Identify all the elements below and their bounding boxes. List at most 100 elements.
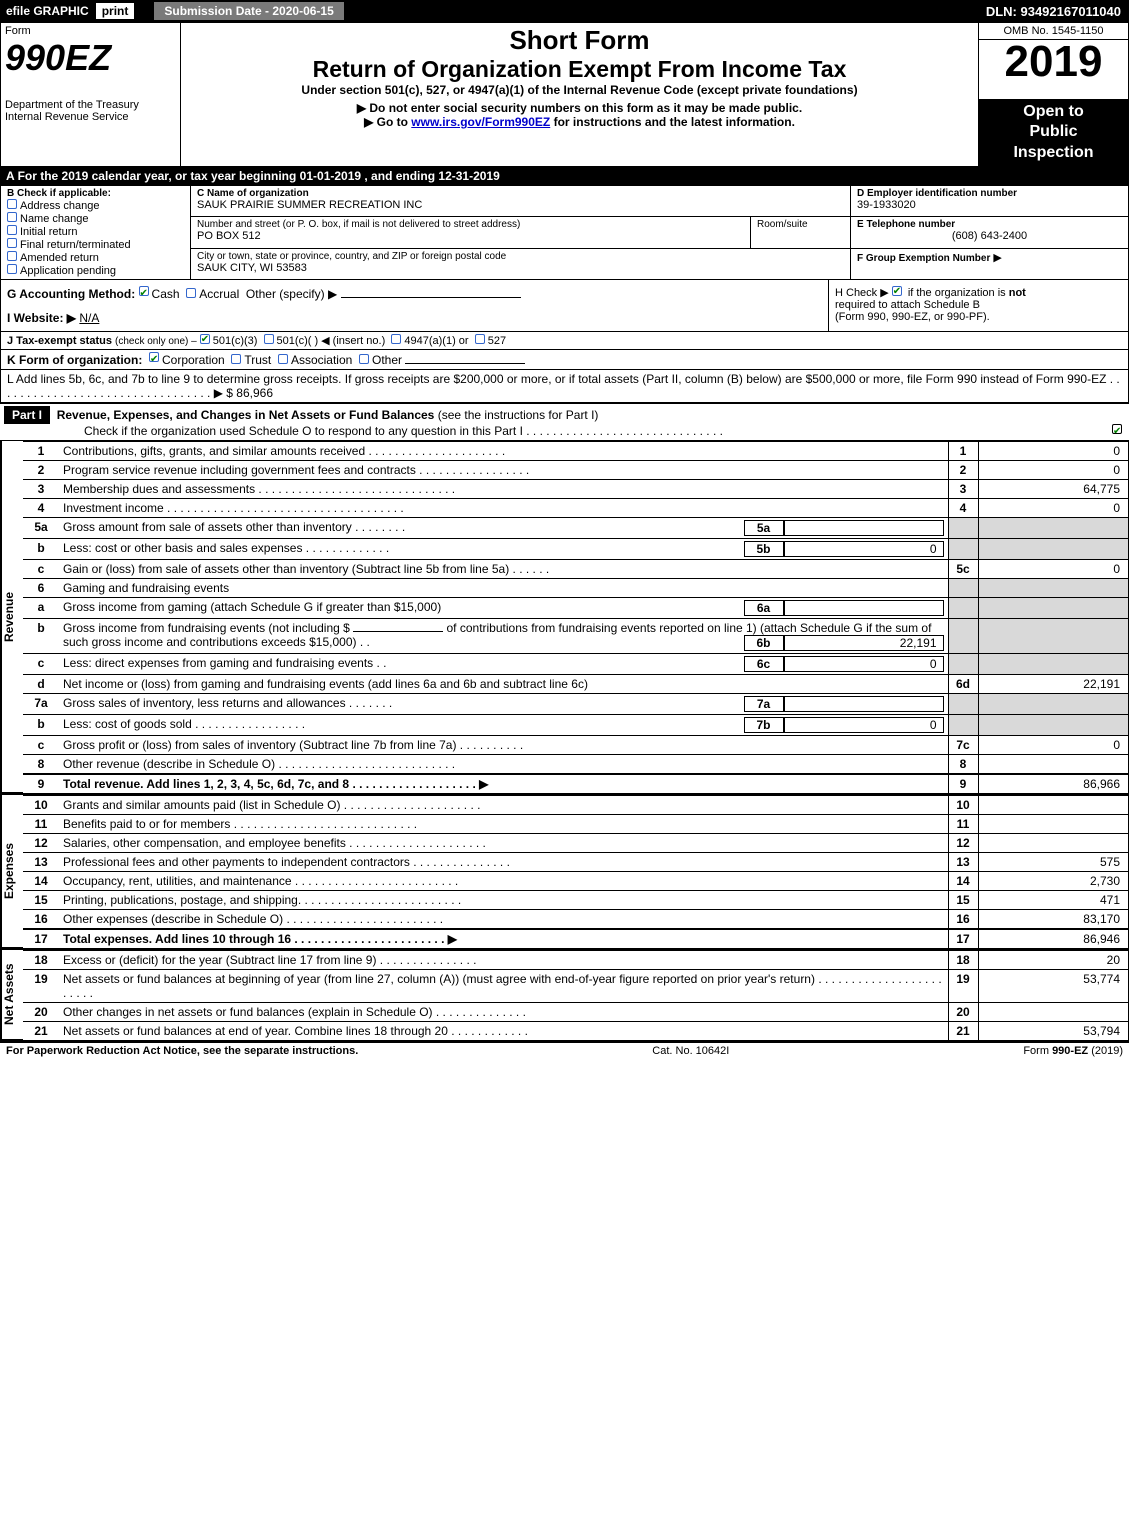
cb-501c[interactable]	[264, 334, 274, 344]
line-6d: dNet income or (loss) from gaming and fu…	[23, 674, 1128, 693]
netassets-section: Net Assets 18Excess or (deficit) for the…	[0, 948, 1129, 1041]
city-label: City or town, state or province, country…	[197, 251, 844, 262]
expenses-vlabel: Expenses	[1, 795, 23, 948]
footer-left: For Paperwork Reduction Act Notice, see …	[6, 1045, 358, 1057]
room-label: Room/suite	[757, 219, 844, 230]
form-number: 990EZ	[5, 37, 176, 79]
line-1: 1Contributions, gifts, grants, and simil…	[23, 441, 1128, 460]
line-7b: b Less: cost of goods sold . . . . . . .…	[23, 714, 1128, 735]
line-18: 18Excess or (deficit) for the year (Subt…	[23, 950, 1128, 969]
title-short-form: Short Form	[185, 25, 974, 56]
title-return: Return of Organization Exempt From Incom…	[185, 56, 974, 83]
phone-value: (608) 643-2400	[857, 230, 1122, 242]
box-b-title: B Check if applicable:	[7, 188, 184, 199]
line-6c: c Less: direct expenses from gaming and …	[23, 653, 1128, 674]
dept-treasury: Department of the Treasury	[5, 99, 176, 111]
cb-accrual[interactable]	[186, 288, 196, 298]
part1-header: Part I Revenue, Expenses, and Changes in…	[0, 403, 1129, 441]
line-5a: 5a Gross amount from sale of assets othe…	[23, 517, 1128, 538]
box-f-arrow: ▶	[993, 252, 1001, 264]
cb-501c3[interactable]	[200, 334, 210, 344]
cb-4947[interactable]	[391, 334, 401, 344]
dln-label: DLN: 93492167011040	[978, 4, 1129, 19]
line-6a: a Gross income from gaming (attach Sched…	[23, 597, 1128, 618]
line-15: 15Printing, publications, postage, and s…	[23, 890, 1128, 909]
cb-h[interactable]	[892, 286, 902, 296]
line-21: 21Net assets or fund balances at end of …	[23, 1021, 1128, 1040]
box-e-label: E Telephone number	[857, 219, 1122, 230]
l-amount: $ 86,966	[226, 386, 273, 400]
part1-title: Revenue, Expenses, and Changes in Net As…	[57, 408, 435, 422]
line-5b: b Less: cost or other basis and sales ex…	[23, 538, 1128, 559]
cb-application-pending[interactable]	[7, 264, 17, 274]
line-8: 8Other revenue (describe in Schedule O) …	[23, 754, 1128, 774]
line-12: 12Salaries, other compensation, and empl…	[23, 833, 1128, 852]
cb-trust[interactable]	[231, 354, 241, 364]
dept-irs: Internal Revenue Service	[5, 111, 176, 123]
submission-date: Submission Date - 2020-06-15	[153, 1, 344, 21]
line-19: 19Net assets or fund balances at beginni…	[23, 969, 1128, 1002]
cb-527[interactable]	[475, 334, 485, 344]
box-f-label: F Group Exemption Number	[857, 253, 990, 264]
footer-cat: Cat. No. 10642I	[358, 1045, 1023, 1057]
website-value: N/A	[79, 311, 99, 325]
top-bar: efile GRAPHIC print Submission Date - 20…	[0, 0, 1129, 22]
line-13: 13Professional fees and other payments t…	[23, 852, 1128, 871]
netassets-vlabel: Net Assets	[1, 950, 23, 1040]
revenue-section: Revenue 1Contributions, gifts, grants, a…	[0, 441, 1129, 793]
j-label: J Tax-exempt status	[7, 335, 112, 347]
cb-amended-return[interactable]	[7, 251, 17, 261]
line-4: 4Investment income . . . . . . . . . . .…	[23, 498, 1128, 517]
subtitle: Under section 501(c), 527, or 4947(a)(1)…	[185, 83, 974, 97]
box-c-label: C Name of organization	[197, 188, 844, 199]
line-9: 9Total revenue. Add lines 1, 2, 3, 4, 5c…	[23, 774, 1128, 793]
line-7c: cGross profit or (loss) from sales of in…	[23, 735, 1128, 754]
line-14: 14Occupancy, rent, utilities, and mainte…	[23, 871, 1128, 890]
h-pre: H Check ▶	[835, 287, 892, 299]
k-label: K Form of organization:	[7, 353, 142, 367]
page-footer: For Paperwork Reduction Act Notice, see …	[0, 1041, 1129, 1059]
city-value: SAUK CITY, WI 53583	[197, 262, 844, 274]
cb-address-change[interactable]	[7, 199, 17, 209]
street-value: PO BOX 512	[197, 230, 744, 242]
line-11: 11Benefits paid to or for members . . . …	[23, 814, 1128, 833]
line-2: 2Program service revenue including gover…	[23, 460, 1128, 479]
note-goto: ▶ Go to www.irs.gov/Form990EZ for instru…	[185, 115, 974, 129]
note-ssn: Do not enter social security numbers on …	[185, 101, 974, 115]
line-20: 20Other changes in net assets or fund ba…	[23, 1002, 1128, 1021]
cb-cash[interactable]	[139, 286, 149, 296]
line-16: 16Other expenses (describe in Schedule O…	[23, 909, 1128, 929]
footer-right: Form 990-EZ (2019)	[1023, 1045, 1123, 1057]
cb-other-org[interactable]	[359, 354, 369, 364]
entity-block: B Check if applicable: Address change Na…	[0, 185, 1129, 280]
line-5c: cGain or (loss) from sale of assets othe…	[23, 559, 1128, 578]
street-label: Number and street (or P. O. box, if mail…	[197, 219, 744, 230]
g-label: G Accounting Method:	[7, 287, 135, 301]
open-to-public: Open to Public Inspection	[979, 99, 1129, 166]
tax-year: 2019	[979, 40, 1128, 84]
cb-initial-return[interactable]	[7, 225, 17, 235]
cb-final-return[interactable]	[7, 238, 17, 248]
ein-value: 39-1933020	[857, 199, 1122, 211]
line-7a: 7a Gross sales of inventory, less return…	[23, 693, 1128, 714]
tax-period: A For the 2019 calendar year, or tax yea…	[0, 167, 1129, 185]
org-name: SAUK PRAIRIE SUMMER RECREATION INC	[197, 199, 844, 211]
print-button[interactable]: print	[95, 2, 136, 20]
box-d-label: D Employer identification number	[857, 188, 1122, 199]
revenue-vlabel: Revenue	[1, 441, 23, 793]
efile-label: efile GRAPHIC	[0, 4, 95, 18]
line-17: 17Total expenses. Add lines 10 through 1…	[23, 929, 1128, 948]
cb-schedule-o[interactable]	[1112, 424, 1122, 434]
line-3: 3Membership dues and assessments . . . .…	[23, 479, 1128, 498]
cb-association[interactable]	[278, 354, 288, 364]
line-6b: b Gross income from fundraising events (…	[23, 618, 1128, 653]
form-header: Form 990EZ Department of the Treasury In…	[0, 22, 1129, 167]
line-10: 10Grants and similar amounts paid (list …	[23, 795, 1128, 814]
part1-badge: Part I	[4, 406, 50, 424]
part1-hint: (see the instructions for Part I)	[438, 408, 599, 422]
part1-check-line: Check if the organization used Schedule …	[84, 424, 723, 438]
irs-link[interactable]: www.irs.gov/Form990EZ	[411, 115, 550, 129]
cb-corporation[interactable]	[149, 352, 159, 362]
cb-name-change[interactable]	[7, 212, 17, 222]
expenses-section: Expenses 10Grants and similar amounts pa…	[0, 793, 1129, 948]
